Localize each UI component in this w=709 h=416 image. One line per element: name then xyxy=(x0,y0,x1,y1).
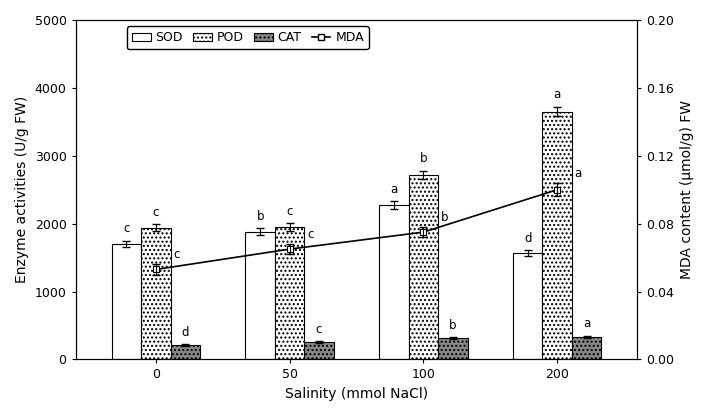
Bar xyxy=(171,345,200,359)
Bar xyxy=(304,342,334,359)
Text: a: a xyxy=(574,166,582,180)
Text: b: b xyxy=(257,210,264,223)
Bar xyxy=(112,244,141,359)
Y-axis label: Enzyme activities (U/g FW): Enzyme activities (U/g FW) xyxy=(15,96,29,283)
Text: d: d xyxy=(524,232,532,245)
Text: a: a xyxy=(554,89,561,102)
Text: c: c xyxy=(307,228,313,240)
Text: b: b xyxy=(420,152,427,165)
Text: c: c xyxy=(286,205,293,218)
Text: c: c xyxy=(123,222,130,235)
Text: b: b xyxy=(441,210,448,224)
Text: c: c xyxy=(152,206,159,218)
Legend: SOD, POD, CAT, MDA: SOD, POD, CAT, MDA xyxy=(127,26,369,49)
Text: d: d xyxy=(182,326,189,339)
Bar xyxy=(408,175,438,359)
Text: b: b xyxy=(449,319,457,332)
Bar xyxy=(438,338,467,359)
Bar xyxy=(542,111,572,359)
Bar xyxy=(379,206,408,359)
Bar xyxy=(513,253,542,359)
Y-axis label: MDA content (μmol/g) FW: MDA content (μmol/g) FW xyxy=(680,100,694,279)
Text: c: c xyxy=(173,248,179,261)
Bar xyxy=(141,228,171,359)
Bar xyxy=(572,337,601,359)
Bar xyxy=(275,227,304,359)
Text: a: a xyxy=(391,183,398,196)
Text: c: c xyxy=(316,323,322,336)
Text: a: a xyxy=(583,317,590,330)
X-axis label: Salinity (mmol NaCl): Salinity (mmol NaCl) xyxy=(285,387,428,401)
Bar xyxy=(245,232,275,359)
